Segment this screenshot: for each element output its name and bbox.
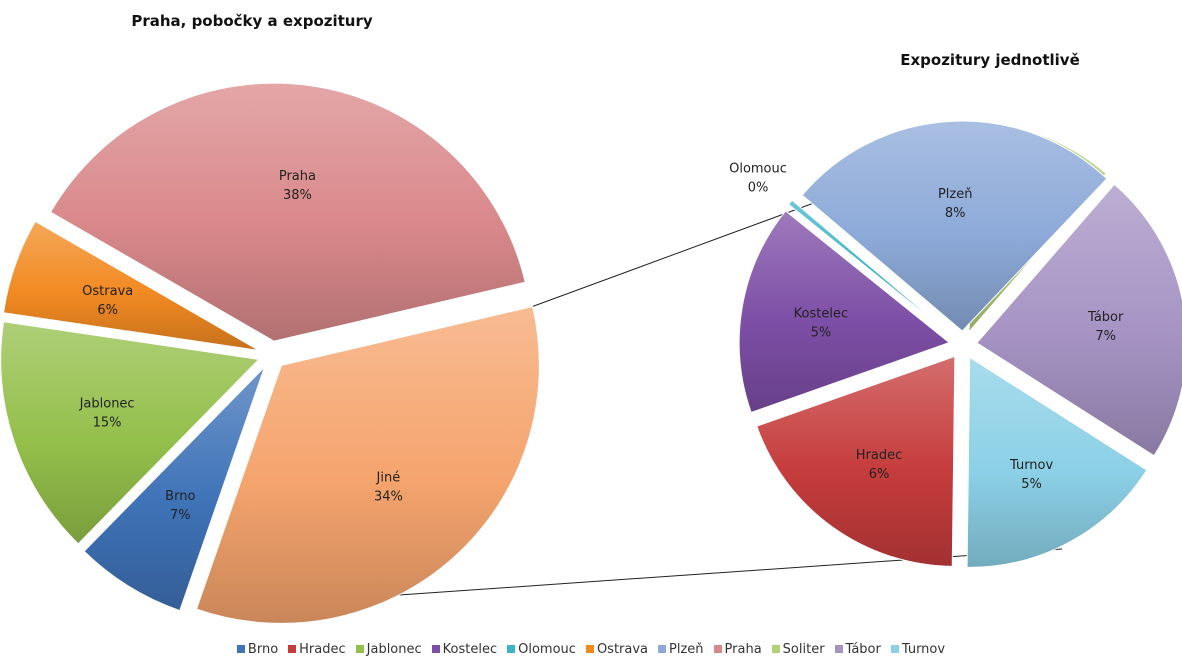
secondary-slice-turnov xyxy=(966,356,1148,568)
legend-swatch xyxy=(431,645,440,653)
main-slice-ostrava-percent: 6% xyxy=(97,303,118,318)
legend-label: Praha xyxy=(724,642,762,657)
main-slice-jine xyxy=(195,305,540,624)
legend-item-olomouc: Olomouc xyxy=(507,642,576,657)
main-slice-jablonec xyxy=(0,321,260,545)
legend-item-tabor: Tábor xyxy=(834,642,881,657)
main-slice-brno xyxy=(83,366,266,612)
pie-of-pie-chart: Praha 38% Jiné 34% Brno 7% Jablonec 15% Ostrava 6… xyxy=(0,12,1182,624)
legend-label: Brno xyxy=(247,642,279,657)
main-slice-ostrava-name: Ostrava xyxy=(82,284,133,299)
legend-item-turnov: Turnov xyxy=(890,642,946,657)
main-pie: Praha 38% Jiné 34% Brno 7% Jablonec 15% Ostrava 6… xyxy=(0,82,540,624)
legend-swatch xyxy=(834,645,843,653)
legend-item-jablonec: Jablonec xyxy=(355,642,422,657)
secondary-slice-hradec-name: Hradec xyxy=(856,448,902,463)
legend-item-plzen: Plzeň xyxy=(658,642,704,657)
legend-label: Kostelec xyxy=(442,642,498,657)
secondary-slice-olomouc xyxy=(787,199,953,337)
secondary-slice-plzen xyxy=(801,120,1108,332)
main-slice-brno-percent: 7% xyxy=(170,508,191,523)
secondary-slice-kostelec-percent: 5% xyxy=(811,326,832,341)
secondary-pie: Soliter3%Tábor7%Turnov5%Hradec6%Kostelec… xyxy=(729,120,1182,568)
secondary-slice-plzen-percent: 8% xyxy=(945,206,966,221)
main-slice-jablonec-percent: 15% xyxy=(93,416,122,431)
main-pie-title: Praha, pobočky a expozitury xyxy=(131,12,373,30)
main-slice-jine-percent: 34% xyxy=(374,489,403,504)
legend-item-hradec: Hradec xyxy=(288,642,346,657)
secondary-slice-kostelec-name: Kostelec xyxy=(794,307,848,322)
legend-label: Tábor xyxy=(845,642,881,657)
main-slice-jine-name: Jiné xyxy=(376,470,401,485)
main-slice-brno-name: Brno xyxy=(165,489,195,504)
secondary-slice-hradec xyxy=(756,355,956,567)
legend-swatch xyxy=(288,645,297,653)
legend-item-soliter: Soliter xyxy=(771,642,825,657)
secondary-slice-kostelec xyxy=(738,210,951,414)
secondary-slice-olomouc-name: Olomouc xyxy=(729,162,787,177)
legend-item-praha: Praha xyxy=(713,642,762,657)
main-slice-praha-percent: 38% xyxy=(283,188,312,203)
legend-label: Soliter xyxy=(782,642,825,657)
legend-swatch xyxy=(355,645,364,653)
legend-swatch xyxy=(713,645,722,653)
main-slice-jablonec-name: Jablonec xyxy=(79,397,135,412)
secondary-slice-turnov-name: Turnov xyxy=(1009,458,1054,473)
secondary-slice-tabor xyxy=(976,183,1182,457)
legend-label: Turnov xyxy=(901,642,946,657)
legend-item-kostelec: Kostelec xyxy=(431,642,498,657)
legend-item-brno: Brno xyxy=(236,642,279,657)
secondary-slice-hradec-percent: 6% xyxy=(869,467,890,482)
main-slice-ostrava xyxy=(2,220,260,351)
secondary-pie-title: Expozitury jednotlivě xyxy=(900,51,1080,69)
secondary-slice-plzen-name: Plzeň xyxy=(938,187,973,202)
legend-label: Jablonec xyxy=(366,642,422,657)
secondary-slice-tabor-name: Tábor xyxy=(1087,310,1124,325)
legend-swatch xyxy=(585,645,594,653)
legend-swatch xyxy=(771,645,780,653)
legend-item-ostrava: Ostrava xyxy=(585,642,649,657)
legend-label: Ostrava xyxy=(596,642,649,657)
legend-label: Hradec xyxy=(299,642,346,657)
legend-swatch xyxy=(890,645,899,653)
legend-label: Olomouc xyxy=(518,642,576,657)
chart-legend: Brno Hradec Jablonec Kostelec Olomouc Ostrava… xyxy=(0,642,1182,657)
legend-swatch xyxy=(658,645,667,653)
legend-label: Plzeň xyxy=(669,642,704,657)
main-slice-praha xyxy=(49,82,526,342)
secondary-slice-tabor-percent: 7% xyxy=(1095,329,1116,344)
main-slice-praha-name: Praha xyxy=(279,169,316,184)
legend-swatch xyxy=(236,645,245,653)
secondary-slice-olomouc-percent: 0% xyxy=(748,181,769,196)
secondary-slice-turnov-percent: 5% xyxy=(1021,477,1042,492)
legend-swatch xyxy=(507,645,516,653)
